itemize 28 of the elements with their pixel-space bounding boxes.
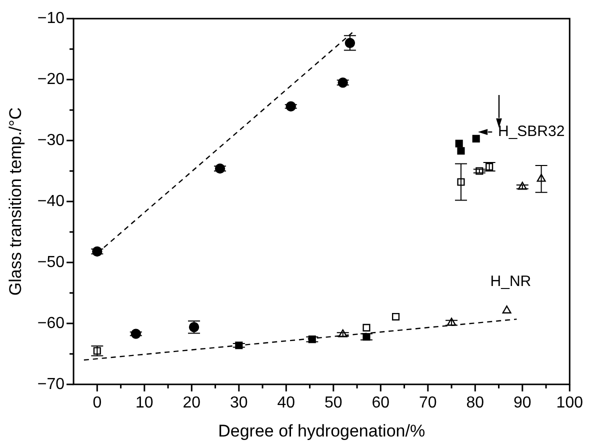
point <box>392 312 400 321</box>
x-tick-label: 80 <box>466 394 484 412</box>
x-tick-label: 100 <box>556 394 584 412</box>
y-tick-label: −10 <box>37 10 65 28</box>
y-tick-label: −60 <box>37 314 65 332</box>
x-axis-title: Degree of hydrogenation/% <box>218 421 426 440</box>
x-tick-label: 70 <box>419 394 437 412</box>
x-tick-label: 20 <box>182 394 201 412</box>
y-axis-title: Glass transition temp./°C <box>6 107 25 296</box>
point <box>362 324 370 332</box>
x-tick-label: 60 <box>372 394 390 412</box>
point <box>472 134 480 142</box>
point <box>455 140 463 148</box>
x-tick-label: 10 <box>136 394 154 412</box>
y-tick-label: −50 <box>37 254 65 271</box>
y-tick-label: −30 <box>37 132 65 149</box>
point <box>457 147 465 155</box>
x-tick-label: 30 <box>230 394 248 412</box>
x-tick-label: 0 <box>92 394 102 412</box>
x-tick-label: 40 <box>277 394 296 412</box>
annotation: H_NR <box>490 273 532 290</box>
y-tick-label: −40 <box>37 192 65 210</box>
y-tick-label: −70 <box>37 376 65 393</box>
annotation: H_SBR32 <box>498 123 565 140</box>
point <box>502 306 512 314</box>
x-tick-label: 50 <box>324 394 342 412</box>
y-tick-label: −20 <box>37 70 65 88</box>
x-tick-label: 90 <box>514 394 532 412</box>
